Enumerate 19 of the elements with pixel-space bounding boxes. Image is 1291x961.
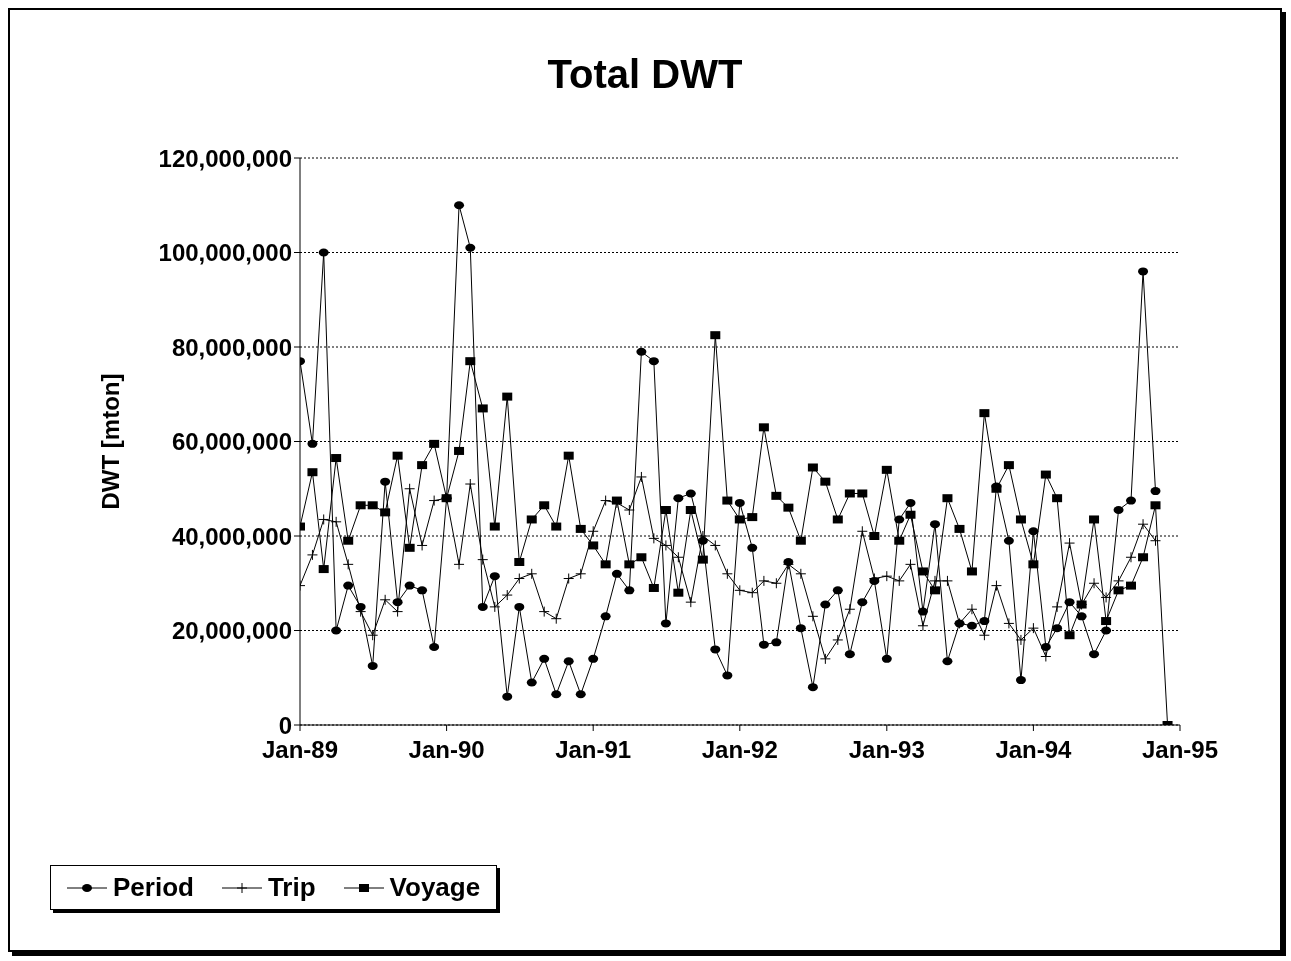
legend-label: Voyage (389, 872, 481, 903)
y-tick-label: 20,000,000 (171, 617, 292, 645)
x-tick-label: Jan-94 (995, 736, 1073, 764)
x-tick-label: Jan-93 (848, 736, 925, 764)
x-tick-label: Jan-90 (408, 736, 485, 764)
y-tick-label: 100,000,000 (158, 239, 292, 267)
y-axis-title: DWT [mton] (96, 373, 124, 510)
y-tick-label: 0 (278, 711, 292, 739)
x-tick-label: Jan-89 (261, 736, 339, 764)
y-tick-label: 80,000,000 (171, 333, 292, 361)
x-tick-label: Jan-91 (555, 736, 632, 764)
y-tick-label: 60,000,000 (171, 428, 292, 456)
x-tick-label: Jan-95 (1141, 736, 1219, 764)
legend-label: Trip (267, 872, 316, 903)
x-tick-label: Jan-92 (701, 736, 778, 764)
y-tick-label: 120,000,000 (158, 144, 292, 172)
y-tick-label: 40,000,000 (171, 522, 292, 550)
legend-label: Period (113, 872, 194, 903)
chart-title: Total DWT (546, 52, 744, 97)
